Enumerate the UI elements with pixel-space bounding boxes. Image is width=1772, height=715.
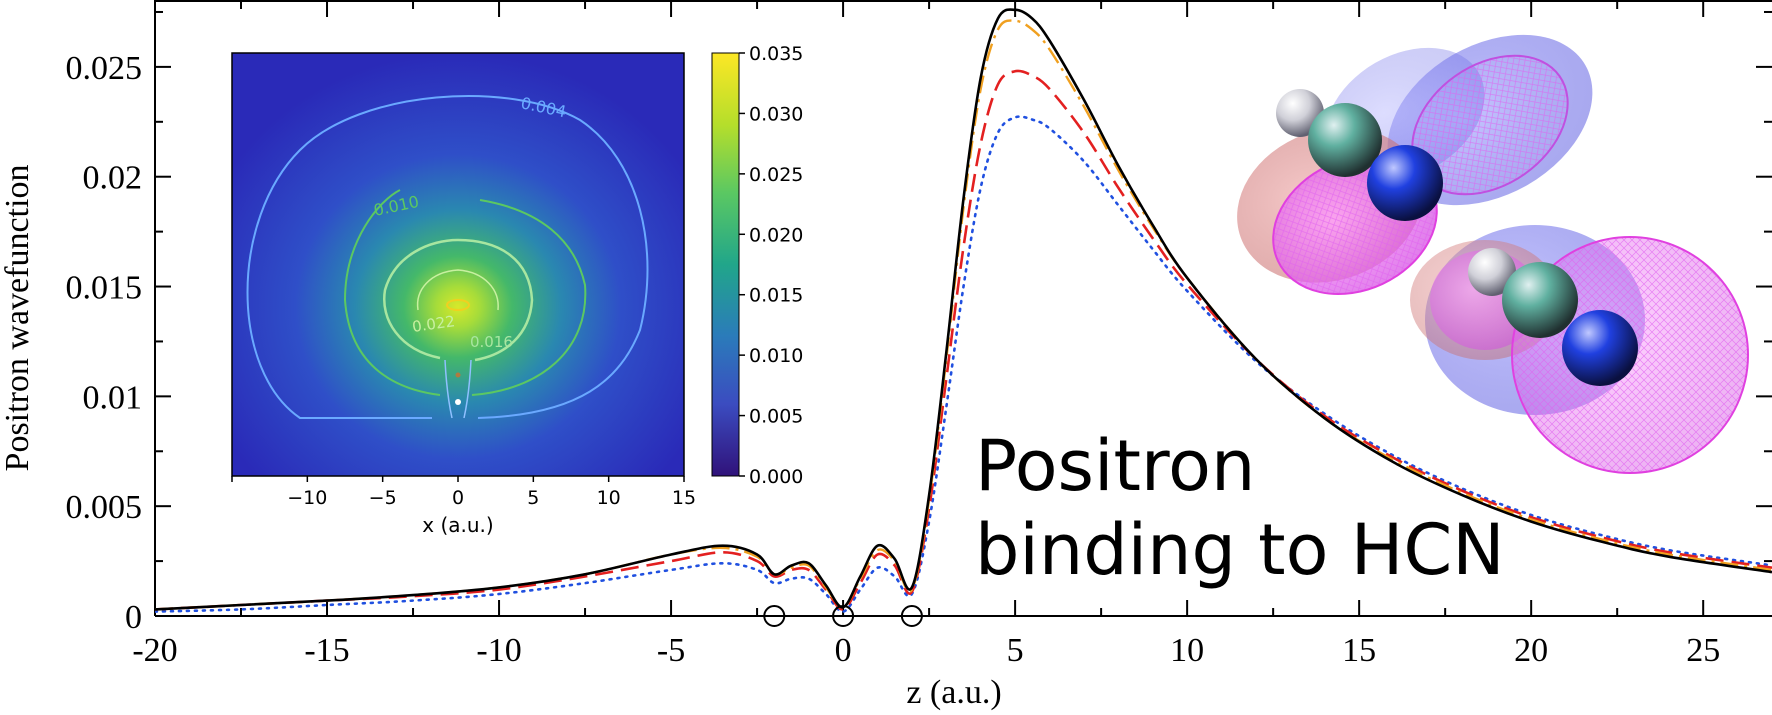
y-tick-label: 0.02: [83, 160, 143, 197]
x-axis-ticks: -20 -15 -10 -5 0 5 10 15 20 25: [132, 1, 1720, 669]
colorbar-tick-label: 0.010: [749, 345, 803, 367]
inset-x-tick-label: 0: [452, 487, 464, 509]
y-axis-ticks: 0 0.005 0.01 0.015 0.02 0.025: [66, 10, 1772, 636]
y-axis-label: Positron wavefunction: [0, 165, 36, 472]
orbital-upper: [1237, 34, 1593, 295]
x-tick-label: 5: [1007, 632, 1024, 669]
x-tick-label: -5: [657, 632, 685, 669]
hydrogen-atom-2: [1468, 248, 1516, 296]
heatmap-field: [232, 53, 684, 476]
orbital-lower: [1410, 225, 1749, 474]
x-tick-label: 15: [1342, 632, 1376, 669]
carbon-atom-2: [1502, 262, 1578, 338]
series-line-solid: [155, 8, 1772, 611]
series-layer: [155, 8, 1772, 613]
contour-lines: [246, 95, 649, 419]
inset-heatmap: 0.004 0.010 0.022 0.016 −10 −5 0 5 10 15 x (a…: [231, 52, 696, 537]
y-tick-label: 0.015: [66, 270, 143, 307]
inset-x-tick-label: 10: [597, 487, 621, 509]
nitrogen-atom-2: [1562, 310, 1638, 386]
x-tick-label: 10: [1170, 632, 1204, 669]
inset-x-tick-label: 5: [527, 487, 539, 509]
nitrogen-atom: [1367, 145, 1443, 221]
nucleus-marker: [900, 605, 923, 627]
y-tick-label: 0.005: [66, 489, 143, 526]
nucleus-marker: [832, 605, 855, 627]
colorbar-tick-label: 0.025: [749, 164, 803, 186]
hcn-orbital-illustration: [1237, 34, 1749, 474]
colorbar-tick-label: 0.035: [749, 43, 803, 65]
y-tick-label: 0.025: [66, 50, 143, 87]
contour-label-0016: 0.016: [470, 333, 513, 351]
x-tick-label: -20: [132, 632, 177, 669]
inset-x-tick-label: 15: [672, 487, 696, 509]
series-line-dotted: [155, 115, 1772, 613]
nuclei-markers: [763, 605, 923, 627]
nucleus-marker: [763, 605, 786, 627]
colorbar-tick-label: 0.015: [749, 285, 803, 307]
contour-label-0022: 0.022: [411, 312, 456, 336]
y-tick-label: 0.01: [83, 379, 143, 416]
colorbar-ticks: 0.000 0.005 0.010 0.015 0.020 0.025 0.030 0.035: [739, 43, 803, 488]
carbon-atom: [1308, 103, 1382, 177]
x-tick-label: 0: [835, 632, 852, 669]
inset-x-axis-ticks: −10 −5 0 5 10 15: [231, 476, 696, 509]
colorbar-tick-label: 0.020: [749, 224, 803, 246]
main-plot-frame: [154, 0, 1772, 617]
annotation-line-2: binding to HCN: [975, 509, 1505, 591]
x-tick-label: 25: [1686, 632, 1720, 669]
colorbar-tick-label: 0.000: [749, 466, 803, 488]
x-tick-label: 20: [1514, 632, 1548, 669]
inset-x-tick-label: −10: [287, 487, 327, 509]
colorbar-tick-label: 0.005: [749, 406, 803, 428]
colorbar-gradient: [711, 52, 740, 477]
series-line-dashed: [155, 69, 1772, 611]
y-tick-label: 0: [125, 599, 142, 636]
annotation-line-1: Positron: [975, 425, 1255, 507]
colorbar-tick-label: 0.030: [749, 103, 803, 125]
inset-x-tick-label: −5: [369, 487, 397, 509]
x-tick-label: -15: [304, 632, 349, 669]
x-axis-label: z (a.u.): [906, 674, 1001, 711]
inset-x-axis-label: x (a.u.): [422, 513, 493, 537]
inset-colorbar: 0.000 0.005 0.010 0.015 0.020 0.025 0.030 0.035: [711, 43, 803, 488]
x-tick-label: -10: [476, 632, 521, 669]
